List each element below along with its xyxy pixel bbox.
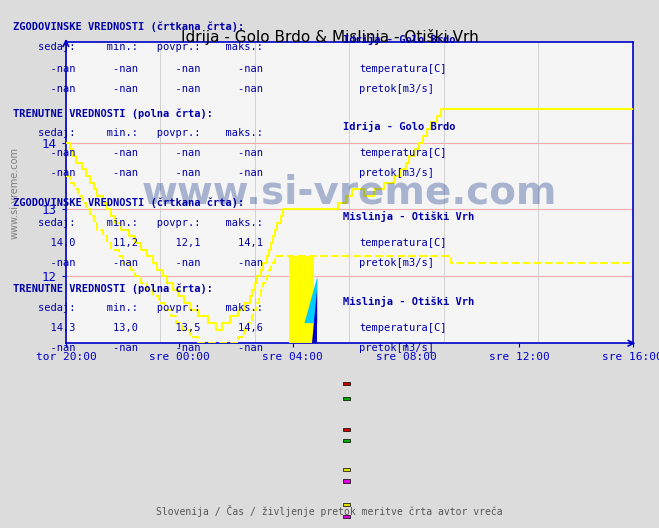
FancyBboxPatch shape [343,439,350,442]
Text: -nan      -nan      -nan      -nan: -nan -nan -nan -nan [13,148,263,158]
FancyBboxPatch shape [343,428,350,431]
Text: pretok[m3/s]: pretok[m3/s] [359,84,434,95]
FancyBboxPatch shape [343,503,350,506]
Text: Idrija - Golo Brdo: Idrija - Golo Brdo [343,121,455,133]
Text: pretok[m3/s]: pretok[m3/s] [359,343,434,353]
Text: Mislinja - Otiški Vrh: Mislinja - Otiški Vrh [343,211,474,222]
Text: -nan      -nan      -nan      -nan: -nan -nan -nan -nan [13,343,263,353]
FancyBboxPatch shape [343,479,350,483]
Text: Mislinja - Otiški Vrh: Mislinja - Otiški Vrh [343,296,474,307]
FancyBboxPatch shape [343,397,350,400]
Text: sedaj:     min.:   povpr.:    maks.:: sedaj: min.: povpr.: maks.: [13,218,263,228]
Text: temperatura[C]: temperatura[C] [359,323,447,333]
Text: ZGODOVINSKE VREDNOSTI (črtkana črta):: ZGODOVINSKE VREDNOSTI (črtkana črta): [13,21,244,32]
Text: temperatura[C]: temperatura[C] [359,148,447,158]
Text: sedaj:     min.:   povpr.:    maks.:: sedaj: min.: povpr.: maks.: [13,303,263,313]
Text: www.si-vreme.com: www.si-vreme.com [142,174,557,212]
Text: temperatura[C]: temperatura[C] [359,238,447,248]
Text: pretok[m3/s]: pretok[m3/s] [359,258,434,268]
Text: -nan      -nan      -nan      -nan: -nan -nan -nan -nan [13,84,263,95]
Text: www.si-vreme.com: www.si-vreme.com [10,147,20,239]
FancyBboxPatch shape [343,468,350,471]
Text: pretok[m3/s]: pretok[m3/s] [359,168,434,178]
Text: -nan      -nan      -nan      -nan: -nan -nan -nan -nan [13,64,263,74]
FancyBboxPatch shape [343,382,350,385]
Text: -nan      -nan      -nan      -nan: -nan -nan -nan -nan [13,168,263,178]
Text: TRENUTNE VREDNOSTI (polna črta):: TRENUTNE VREDNOSTI (polna črta): [13,108,213,119]
Text: sedaj:     min.:   povpr.:    maks.:: sedaj: min.: povpr.: maks.: [13,128,263,138]
Text: -nan      -nan      -nan      -nan: -nan -nan -nan -nan [13,258,263,268]
FancyBboxPatch shape [343,515,350,518]
FancyBboxPatch shape [289,256,314,343]
Text: 14,3      13,0      13,5      14,6: 14,3 13,0 13,5 14,6 [13,323,263,333]
Text: TRENUTNE VREDNOSTI (polna črta):: TRENUTNE VREDNOSTI (polna črta): [13,283,213,294]
Text: temperatura[C]: temperatura[C] [359,64,447,74]
Text: ZGODOVINSKE VREDNOSTI (črtkana črta):: ZGODOVINSKE VREDNOSTI (črtkana črta): [13,197,244,208]
Polygon shape [304,276,318,323]
Text: sedaj:     min.:   povpr.:    maks.:: sedaj: min.: povpr.: maks.: [13,42,263,52]
Polygon shape [312,290,318,343]
Text: Idrija - Golo Brdo: Idrija - Golo Brdo [343,34,455,45]
Text: Slovenija / Čas / življenje pretok meritve črta avtor vreča: Slovenija / Čas / življenje pretok merit… [156,505,503,517]
Text: 14,0      11,2      12,1      14,1: 14,0 11,2 12,1 14,1 [13,238,263,248]
Text: Idrija - Golo Brdo & Mislinja - Otiški Vrh: Idrija - Golo Brdo & Mislinja - Otiški V… [181,29,478,45]
